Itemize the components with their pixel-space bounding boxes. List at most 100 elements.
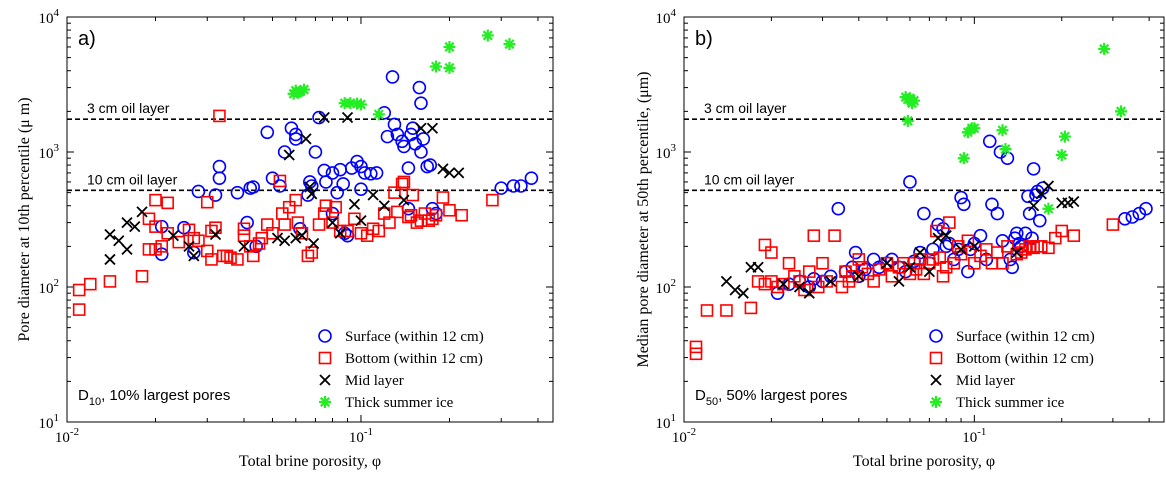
data-point-square <box>802 265 816 278</box>
data-point-circle <box>1005 260 1019 275</box>
data-point-asterisk <box>443 61 456 74</box>
data-point-circle <box>336 177 350 191</box>
data-point-square <box>720 304 733 317</box>
chart-panel-a: 10-2 10-1 101 102 103 104 Total brine porosity… <box>16 7 554 470</box>
data-point-circle <box>412 80 427 95</box>
data-point-x <box>923 265 936 278</box>
data-point-circle <box>414 145 428 159</box>
data-point-asterisk <box>901 114 914 127</box>
data-point-square <box>135 270 149 283</box>
data-point-square <box>155 240 169 253</box>
data-point-x <box>853 270 865 282</box>
legend-label: Bottom (within 12 cm) <box>345 351 483 367</box>
legend-label: Bottom (within 12 cm) <box>956 351 1094 367</box>
data-point-square <box>305 246 319 259</box>
data-point-square <box>161 196 174 210</box>
data-point-asterisk <box>481 29 494 42</box>
data-point-square <box>933 251 947 264</box>
data-point-circle <box>380 129 395 144</box>
legend-marker-asterisk <box>930 396 942 408</box>
data-point-x <box>348 198 361 210</box>
oil-layer-label: 3 cm oil layer <box>704 100 787 116</box>
pore-size-annotation: D50, 50% largest pores <box>695 387 847 408</box>
data-point-circle <box>363 166 378 181</box>
x-tick-label: 10-2 <box>672 426 696 446</box>
data-point-x <box>306 188 318 200</box>
data-point-circle <box>414 96 428 110</box>
data-point-square <box>751 275 765 288</box>
data-point-x <box>415 122 427 134</box>
data-point-square <box>798 283 811 297</box>
series-x <box>720 180 1080 299</box>
data-point-circle <box>1125 210 1140 224</box>
data-point-square <box>486 193 499 207</box>
data-point-square <box>777 277 790 291</box>
data-point-asterisk <box>968 122 981 135</box>
legend-marker-x <box>319 374 331 386</box>
data-point-circle <box>845 260 860 275</box>
data-point-asterisk <box>1042 202 1055 215</box>
panel-label: b) <box>695 28 713 50</box>
data-point-x <box>443 167 456 179</box>
data-point-square <box>867 275 880 288</box>
data-point-square <box>744 301 758 315</box>
data-point-circle <box>246 180 261 194</box>
legend-label: Mid layer <box>956 373 1015 389</box>
data-point-square <box>273 174 287 188</box>
legend: Surface (within 12 cm) Bottom (within 12 … <box>929 329 1095 411</box>
data-point-asterisk <box>957 152 970 165</box>
data-point-x <box>104 253 116 266</box>
legend-label: Thick summer ice <box>956 395 1065 411</box>
data-point-square <box>205 253 218 266</box>
data-point-asterisk <box>344 97 357 110</box>
data-point-x <box>271 232 284 244</box>
data-point-x <box>752 261 764 273</box>
data-point-square <box>276 207 289 220</box>
data-point-square <box>301 249 315 263</box>
legend-label: Surface (within 12 cm) <box>345 329 484 345</box>
data-point-square <box>429 208 443 222</box>
data-point-circle <box>990 206 1005 221</box>
data-point-square <box>1048 231 1062 245</box>
data-point-square <box>72 283 86 297</box>
x-tick-label: 10-1 <box>962 426 986 446</box>
data-point-square <box>395 177 409 191</box>
data-point-square <box>816 256 829 270</box>
data-point-circle <box>390 127 405 142</box>
data-point-circle <box>308 145 323 159</box>
data-point-circle <box>304 179 319 193</box>
data-point-square <box>397 175 411 189</box>
data-point-square <box>1001 240 1014 253</box>
data-point-square <box>852 253 866 266</box>
data-point-x <box>113 235 125 247</box>
data-point-x <box>955 243 967 256</box>
data-point-square <box>317 207 331 220</box>
data-point-circle <box>961 264 975 279</box>
data-point-x <box>283 149 295 161</box>
data-point-square <box>689 340 703 354</box>
series-asterisk <box>287 29 516 121</box>
data-point-square <box>142 243 156 256</box>
data-point-circle <box>333 162 348 177</box>
data-point-square <box>961 234 975 248</box>
y-tick-label: 104 <box>39 7 60 27</box>
data-point-square <box>406 188 420 202</box>
data-point-x <box>188 250 200 262</box>
data-point-circle <box>903 175 917 189</box>
data-point-asterisk <box>1058 130 1071 143</box>
data-point-square <box>913 253 927 266</box>
oil-layer-label: 10 cm oil layer <box>704 171 795 187</box>
data-point-circle <box>1032 213 1047 228</box>
series-asterisk <box>899 42 1128 215</box>
panel-label: a) <box>78 28 96 50</box>
data-point-square <box>246 249 260 263</box>
data-point-asterisk <box>1115 105 1128 118</box>
pore-size-annotation: D10, 10% largest pores <box>78 387 230 408</box>
data-point-asterisk <box>903 92 916 105</box>
data-point-square <box>828 229 841 242</box>
plot-frame <box>66 16 554 423</box>
data-point-square <box>329 200 342 214</box>
y-axis-label: Pore diameter at 10th percentile (μ m) <box>16 97 33 341</box>
data-point-square <box>1042 241 1055 255</box>
data-point-x <box>881 257 893 269</box>
